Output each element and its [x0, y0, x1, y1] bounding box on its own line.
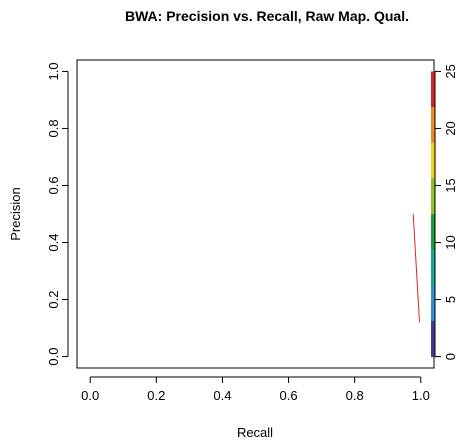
x-tick-label: 0.0: [81, 388, 99, 403]
y-tick-label: 1.0: [46, 62, 61, 80]
y-tick-label: 0.0: [46, 348, 61, 366]
y-tick-label: 0.4: [46, 233, 61, 251]
colorbar-tick-label: 5: [443, 296, 458, 303]
y-tick-label: 0.8: [46, 119, 61, 137]
y-axis-label: Precision: [8, 187, 23, 240]
colorbar-tick-label: 25: [443, 64, 458, 78]
colorbar-segment: [431, 249, 435, 286]
colorbar: 0 5 10 15 20 25: [431, 64, 458, 360]
plot-area-frame: [76, 59, 435, 369]
y-tick-label: 0.2: [46, 291, 61, 309]
colorbar-tick-label: 15: [443, 178, 458, 192]
colorbar-segment: [431, 285, 435, 322]
colorbar-segment: [431, 142, 435, 179]
y-tick-label: 0.6: [46, 176, 61, 194]
series-line-0: [412, 213, 420, 323]
colorbar-segment: [431, 107, 435, 144]
x-tick-label: 0.4: [213, 388, 231, 403]
colorbar-tick-label: 20: [443, 121, 458, 135]
x-tick-label: 0.8: [346, 388, 364, 403]
chart-title: BWA: Precision vs. Recall, Raw Map. Qual…: [125, 8, 409, 24]
x-tick-label: 0.2: [147, 388, 165, 403]
series-layer: [412, 213, 420, 323]
colorbar-segment: [431, 178, 435, 215]
colorbar-segment: [431, 214, 435, 251]
colorbar-segment: [431, 71, 435, 108]
x-tick-label: 0.6: [280, 388, 298, 403]
x-axis-label: Recall: [237, 425, 273, 440]
colorbar-segment: [431, 320, 435, 358]
colorbar-tick-label: 10: [443, 235, 458, 249]
colorbar-tick-label: 0: [443, 353, 458, 360]
x-tick-label: 1.0: [412, 388, 430, 403]
x-axis: 0.0 0.2 0.4 0.6 0.8 1.0: [81, 376, 430, 403]
y-axis: 0.0 0.2 0.4 0.6 0.8 1.0: [46, 62, 69, 366]
